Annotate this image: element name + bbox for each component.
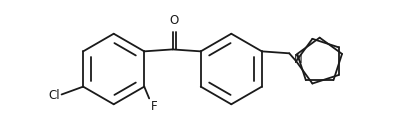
- Text: N: N: [294, 53, 303, 66]
- Text: F: F: [151, 100, 158, 113]
- Text: O: O: [170, 14, 179, 27]
- Text: Cl: Cl: [48, 89, 59, 102]
